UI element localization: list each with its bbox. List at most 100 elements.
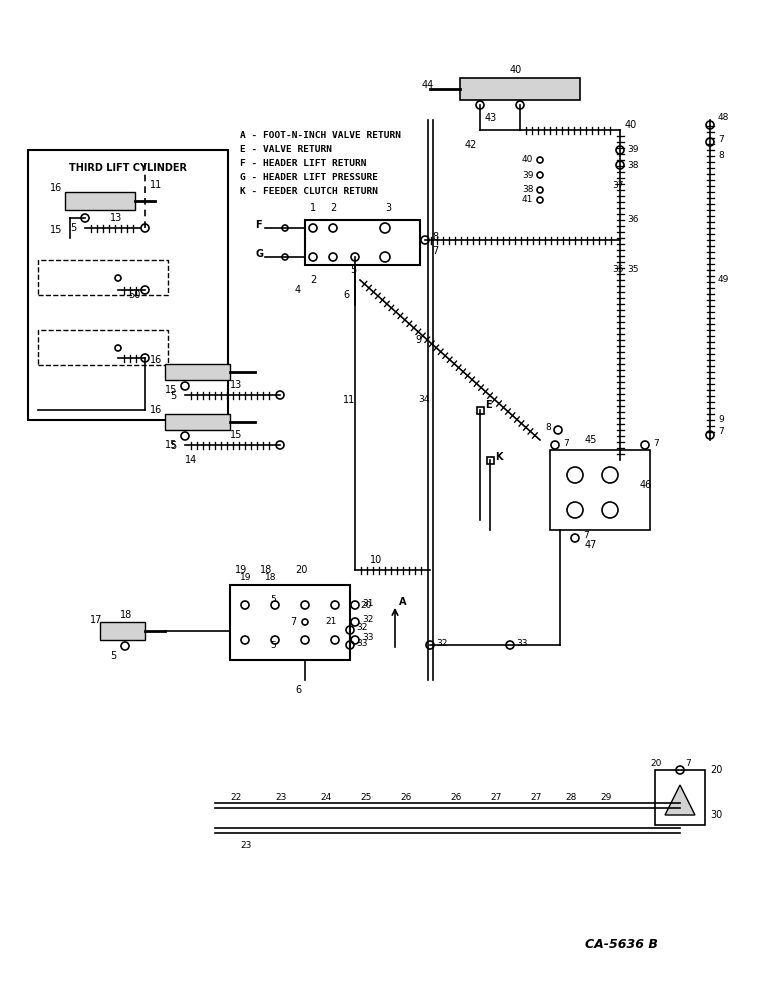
Bar: [486, 456, 493, 464]
Text: 10: 10: [370, 555, 382, 565]
Text: 20: 20: [295, 565, 307, 575]
Text: 15: 15: [165, 440, 178, 450]
Bar: [28, 150, 228, 420]
Text: 24: 24: [320, 792, 331, 802]
Text: 26: 26: [400, 792, 411, 802]
Text: 45: 45: [585, 435, 598, 445]
Text: 46: 46: [640, 480, 652, 490]
Text: 49: 49: [718, 275, 730, 284]
Bar: [165, 364, 230, 380]
Text: 2: 2: [310, 275, 317, 285]
Text: 7: 7: [718, 135, 724, 144]
Text: E - VALVE RETURN: E - VALVE RETURN: [240, 144, 332, 153]
Text: 6: 6: [343, 290, 349, 300]
Text: 39: 39: [627, 145, 638, 154]
Text: 32: 32: [362, 615, 374, 624]
Bar: [65, 192, 135, 210]
Text: 7: 7: [583, 532, 589, 540]
Text: 27: 27: [530, 792, 541, 802]
Text: G - HEADER LIFT PRESSURE: G - HEADER LIFT PRESSURE: [240, 172, 378, 182]
Text: 5: 5: [70, 223, 76, 233]
Bar: [476, 406, 483, 414]
Text: 33: 33: [516, 639, 527, 648]
Text: 16: 16: [50, 183, 63, 193]
Text: CA-5636 B: CA-5636 B: [585, 938, 658, 952]
Text: 40: 40: [510, 65, 522, 75]
Text: 16: 16: [150, 405, 162, 415]
Text: 31: 31: [362, 598, 374, 607]
Text: 41: 41: [522, 196, 533, 205]
Text: 8: 8: [545, 424, 550, 432]
Text: 7: 7: [432, 246, 438, 256]
Text: 27: 27: [490, 792, 501, 802]
Text: 39: 39: [522, 170, 533, 180]
Text: 43: 43: [485, 113, 497, 123]
Text: 15: 15: [50, 225, 63, 235]
Text: 38: 38: [522, 186, 533, 194]
Text: 16: 16: [150, 355, 162, 365]
Text: 33: 33: [356, 639, 367, 648]
Text: A: A: [399, 597, 407, 607]
Text: 7: 7: [718, 428, 724, 436]
Text: 33: 33: [362, 634, 374, 643]
Bar: [460, 78, 580, 100]
Text: 20: 20: [710, 765, 723, 775]
Text: 15: 15: [165, 385, 178, 395]
Text: 32: 32: [436, 639, 448, 648]
Text: 20: 20: [650, 758, 662, 768]
Text: 44: 44: [422, 80, 434, 90]
Text: 7: 7: [685, 758, 691, 768]
Text: 42: 42: [465, 140, 477, 150]
Text: 15: 15: [230, 430, 242, 440]
Bar: [550, 450, 650, 530]
Polygon shape: [665, 785, 695, 815]
Text: 7: 7: [290, 617, 296, 627]
Text: 9: 9: [415, 335, 421, 345]
Text: 22: 22: [230, 792, 241, 802]
Bar: [230, 585, 350, 660]
Text: 5: 5: [110, 651, 117, 661]
Text: 36: 36: [627, 216, 638, 225]
Text: 25: 25: [360, 792, 371, 802]
Text: 17: 17: [90, 615, 103, 625]
Text: 1: 1: [310, 203, 316, 213]
Text: 8: 8: [718, 150, 724, 159]
Text: 5: 5: [350, 265, 356, 275]
Text: 23: 23: [275, 792, 286, 802]
Text: 7: 7: [653, 438, 659, 448]
Text: 7: 7: [563, 438, 569, 448]
Text: 34: 34: [418, 395, 429, 404]
Text: 19: 19: [240, 572, 252, 582]
Text: 35: 35: [627, 265, 638, 274]
Text: 37: 37: [612, 180, 624, 190]
Text: 30: 30: [710, 810, 723, 820]
Text: 3: 3: [385, 203, 391, 213]
Text: K: K: [495, 452, 503, 462]
Text: 50: 50: [128, 290, 141, 300]
Text: 19: 19: [235, 565, 247, 575]
Text: 35: 35: [612, 265, 624, 274]
Text: 18: 18: [265, 572, 276, 582]
Bar: [655, 770, 705, 825]
Text: 48: 48: [718, 112, 730, 121]
Text: 14: 14: [185, 455, 198, 465]
Text: 13: 13: [230, 380, 242, 390]
Text: THIRD LIFT CYLINDER: THIRD LIFT CYLINDER: [69, 163, 187, 173]
Text: F: F: [255, 220, 262, 230]
Text: 20: 20: [360, 600, 371, 609]
Text: 5: 5: [270, 642, 276, 650]
Text: 29: 29: [600, 792, 611, 802]
Text: 13: 13: [110, 213, 122, 223]
Text: F - HEADER LIFT RETURN: F - HEADER LIFT RETURN: [240, 158, 367, 167]
Text: 2: 2: [330, 203, 337, 213]
Text: 9: 9: [718, 416, 724, 424]
Text: 40: 40: [522, 155, 533, 164]
Text: E: E: [485, 400, 492, 410]
Text: 38: 38: [627, 160, 638, 169]
Text: 40: 40: [625, 120, 637, 130]
Bar: [165, 414, 230, 430]
Bar: [100, 622, 145, 640]
Text: 32: 32: [356, 624, 367, 633]
Text: A - FOOT-N-INCH VALVE RETURN: A - FOOT-N-INCH VALVE RETURN: [240, 130, 401, 139]
Text: 26: 26: [450, 792, 462, 802]
